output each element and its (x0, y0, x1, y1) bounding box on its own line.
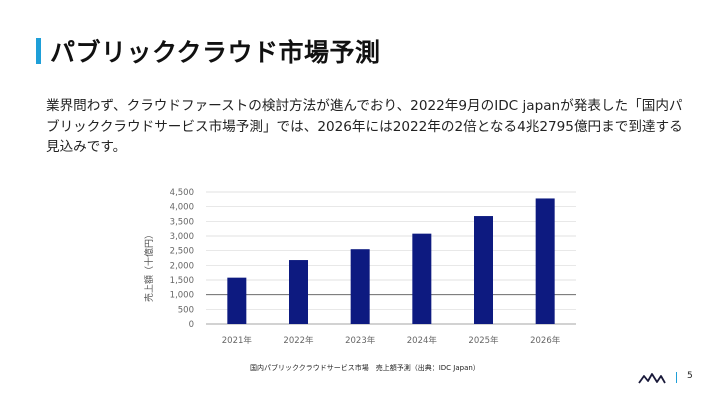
body-paragraph: 業界問わず、クラウドファーストの検討方法が進んでおり、2022年9月のIDC j… (46, 98, 683, 155)
bar-2026年 (535, 198, 555, 324)
y-tick-label: 1,500 (170, 276, 194, 286)
chart-caption: 国内パブリッククラウドサービス市場 売上額予測（出典：IDC Japan） (250, 364, 480, 372)
title-accent-bar (36, 38, 41, 64)
gridlines (206, 191, 576, 325)
y-axis-label: 売上額（十億円） (143, 230, 155, 302)
y-tick-label: 3,500 (170, 217, 194, 227)
y-tick-label: 4,000 (170, 203, 194, 213)
bars (227, 198, 555, 324)
x-tick-label: 2023年 (345, 335, 376, 346)
x-tick-label: 2025年 (468, 335, 499, 346)
page-title: パブリッククラウド市場予測 (50, 38, 381, 67)
bar-chart: 0 500 1,000 1,500 2,000 2,500 3,000 3,500 4,000 4… (143, 188, 576, 346)
bar-2025年 (474, 216, 493, 324)
y-tick-label: 500 (178, 305, 194, 315)
page-number: 5 (687, 371, 693, 381)
x-tick-label: 2024年 (407, 335, 438, 346)
y-tick-label: 4,500 (170, 188, 194, 198)
y-tick-label: 2,500 (170, 247, 194, 257)
bar-2022年 (289, 260, 308, 324)
x-tick-label: 2022年 (283, 335, 314, 346)
y-tick-label: 2,000 (170, 261, 194, 271)
x-tick-label: 2021年 (222, 335, 253, 346)
x-tick-label: 2026年 (530, 335, 561, 346)
y-tick-label: 0 (189, 320, 194, 330)
y-tick-label: 1,000 (170, 291, 194, 301)
bar-2021年 (227, 277, 247, 324)
x-axis-ticks: 2021年 2022年 2023年 2024年 2025年 2026年 (222, 335, 561, 346)
bar-2024年 (412, 233, 432, 324)
y-axis-ticks: 0 500 1,000 1,500 2,000 2,500 3,000 3,500 4,000 4… (170, 188, 194, 330)
footer-divider (676, 372, 677, 383)
bar-2023年 (350, 249, 370, 324)
y-tick-label: 3,000 (170, 232, 194, 242)
company-logo-icon (638, 373, 666, 384)
